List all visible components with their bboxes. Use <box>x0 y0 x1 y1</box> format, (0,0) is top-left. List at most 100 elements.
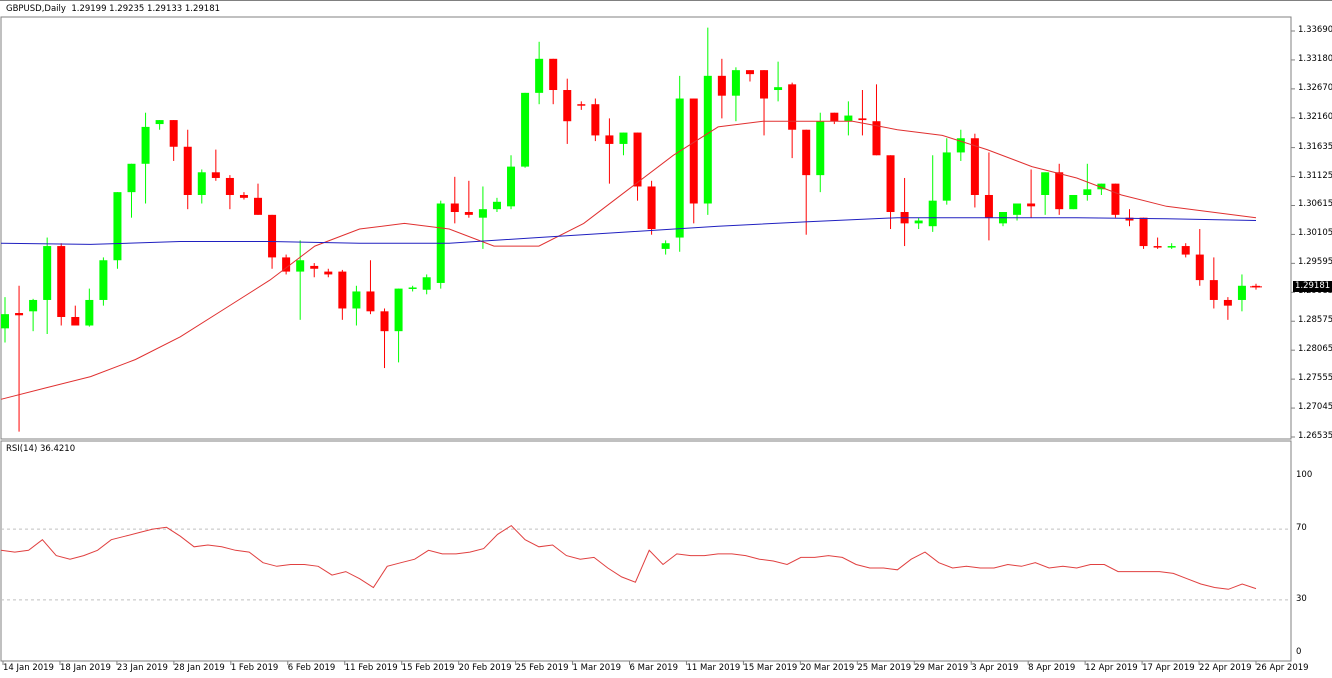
bull-candle <box>731 70 740 96</box>
bear-candle <box>1153 246 1162 248</box>
bear-candle <box>71 316 80 326</box>
time-tick-label: 6 Feb 2019 <box>287 663 336 673</box>
bull-candle <box>507 166 516 207</box>
bull-candle <box>1167 246 1176 248</box>
bull-candle <box>1237 285 1246 300</box>
bull-candle <box>113 192 122 261</box>
time-tick-label: 20 Mar 2019 <box>800 663 855 673</box>
bear-candle <box>282 257 291 272</box>
bear-candle <box>788 84 797 130</box>
bull-candle <box>127 163 136 193</box>
bear-candle <box>1195 254 1204 281</box>
bull-candle <box>928 200 937 227</box>
bear-candle <box>1223 299 1232 306</box>
rsi-pane-border <box>0 440 1292 662</box>
time-tick-label: 26 Apr 2019 <box>1256 663 1309 673</box>
bear-candle <box>366 291 375 312</box>
bear-candle <box>464 212 473 215</box>
price-tick-label: 1.27045 <box>1298 402 1332 413</box>
price-tick-label: 1.29595 <box>1298 257 1332 268</box>
bull-candle <box>619 132 628 144</box>
bull-candle <box>408 287 417 289</box>
time-tick-label: 8 Apr 2019 <box>1028 663 1076 673</box>
bear-candle <box>15 313 24 316</box>
time-tick-label: 6 Mar 2019 <box>629 663 678 673</box>
bear-candle <box>380 311 389 332</box>
time-tick-label: 18 Jan 2019 <box>59 663 111 673</box>
bull-candle <box>29 299 38 312</box>
bear-candle <box>225 177 234 195</box>
bear-candle <box>830 112 839 122</box>
price-tick-label: 1.27555 <box>1298 373 1332 384</box>
bear-candle <box>605 135 614 144</box>
current-price-marker: 1.29181 <box>1293 280 1332 292</box>
bull-candle <box>141 126 150 164</box>
bear-candle <box>577 104 586 106</box>
bear-candle <box>745 70 754 75</box>
bull-candle <box>1 314 9 329</box>
bear-candle <box>872 121 881 156</box>
bull-candle <box>703 75 712 204</box>
bear-candle <box>970 138 979 195</box>
bull-candle <box>1069 194 1078 210</box>
time-tick-label: 28 Jan 2019 <box>173 663 225 673</box>
chart-title: GBPUSD,Daily 1.29199 1.29235 1.29133 1.2… <box>6 4 220 14</box>
bear-candle <box>239 194 248 198</box>
bear-candle <box>211 172 220 178</box>
bull-candle <box>43 246 52 300</box>
bear-candle <box>1055 172 1064 210</box>
bull-candle <box>394 288 403 332</box>
time-tick-label: 23 Jan 2019 <box>116 663 168 673</box>
bull-candle <box>942 152 951 201</box>
bear-candle <box>450 203 459 213</box>
bull-candle <box>844 115 853 122</box>
time-tick-label: 3 Apr 2019 <box>971 663 1019 673</box>
bull-candle <box>675 98 684 238</box>
bull-candle <box>296 260 305 272</box>
bear-candle <box>717 75 726 96</box>
time-tick-label: 20 Feb 2019 <box>458 663 512 673</box>
price-tick-label: 1.31125 <box>1298 170 1332 181</box>
price-tick-label: 1.32670 <box>1298 82 1332 93</box>
bull-candle <box>492 201 501 210</box>
price-tick-label: 1.30105 <box>1298 228 1332 239</box>
bear-candle <box>254 197 263 215</box>
rsi-tick-label: 100 <box>1296 470 1313 480</box>
rsi-tick-label: 70 <box>1296 523 1307 534</box>
bear-candle <box>633 132 642 187</box>
time-tick-label: 15 Feb 2019 <box>401 663 455 673</box>
bull-candle <box>352 291 361 309</box>
bear-candle <box>1027 203 1036 207</box>
bull-candle <box>816 121 825 176</box>
bear-candle <box>310 265 319 269</box>
time-tick-label: 14 Jan 2019 <box>3 663 54 673</box>
fast-moving-average-line <box>0 120 1257 400</box>
time-tick-label: 15 Mar 2019 <box>743 663 798 673</box>
time-tick-label: 11 Mar 2019 <box>686 663 741 673</box>
price-tick-label: 1.30615 <box>1298 199 1332 210</box>
bear-candle <box>563 90 572 122</box>
bull-candle <box>661 243 670 249</box>
bull-candle <box>99 260 108 300</box>
price-tick-label: 1.28575 <box>1298 315 1332 326</box>
bear-candle <box>1139 217 1148 247</box>
bear-candle <box>183 146 192 195</box>
slow-moving-average-line <box>0 217 1257 245</box>
rsi-line <box>0 524 1257 590</box>
bull-candle <box>85 299 94 326</box>
price-tick-label: 1.32160 <box>1298 111 1332 122</box>
bear-candle <box>1111 183 1120 215</box>
bear-candle <box>324 271 333 275</box>
bear-candle <box>338 271 347 309</box>
time-tick-label: 12 Apr 2019 <box>1085 663 1138 673</box>
bear-candle <box>268 214 277 258</box>
bull-candle <box>774 87 783 91</box>
price-tick-label: 1.33180 <box>1298 53 1332 64</box>
bear-candle <box>1125 217 1134 221</box>
bull-candle <box>155 120 164 125</box>
bull-candle <box>422 277 431 290</box>
bull-candle <box>478 209 487 218</box>
main-pane-border <box>0 16 1292 440</box>
bear-candle <box>169 120 178 147</box>
